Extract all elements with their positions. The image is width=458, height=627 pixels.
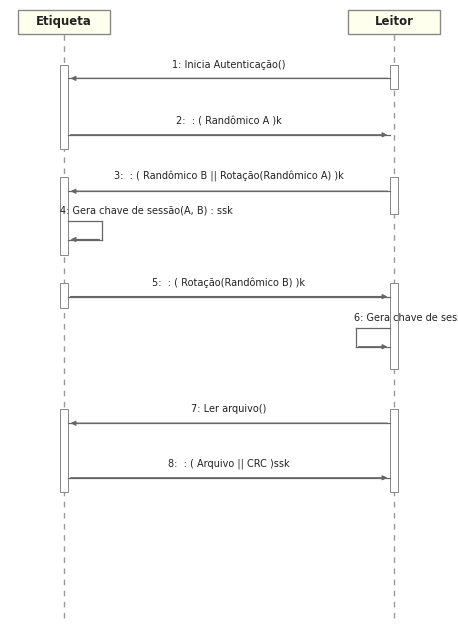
Text: 8:  : ( Arquivo || CRC )ssk: 8: : ( Arquivo || CRC )ssk [168, 458, 290, 469]
Bar [60, 177, 68, 255]
Text: Leitor: Leitor [374, 16, 414, 28]
Bar [390, 409, 398, 492]
Bar [348, 10, 440, 34]
Text: Etiqueta: Etiqueta [36, 16, 92, 28]
Bar [390, 65, 398, 89]
Bar [60, 409, 68, 492]
Text: 1: Inicia Autenticação(): 1: Inicia Autenticação() [172, 60, 286, 70]
Bar [390, 283, 398, 369]
Text: 4: Gera chave de sessão(A, B) : ssk: 4: Gera chave de sessão(A, B) : ssk [60, 206, 233, 216]
Text: 7: Ler arquivo(): 7: Ler arquivo() [191, 404, 267, 414]
Text: 6: Gera chave de sessão(A, B) : ssk: 6: Gera chave de sessão(A, B) : ssk [354, 313, 458, 323]
Bar [60, 283, 68, 308]
Bar [390, 177, 398, 214]
Text: 5:  : ( Rotação(Randômico B) )k: 5: : ( Rotação(Randômico B) )k [153, 277, 305, 288]
Bar [18, 10, 110, 34]
Bar [60, 65, 68, 149]
Text: 2:  : ( Randômico A )k: 2: : ( Randômico A )k [176, 116, 282, 126]
Text: 3:  : ( Randômico B || Rotação(Randômico A) )k: 3: : ( Randômico B || Rotação(Randômico … [114, 171, 344, 182]
